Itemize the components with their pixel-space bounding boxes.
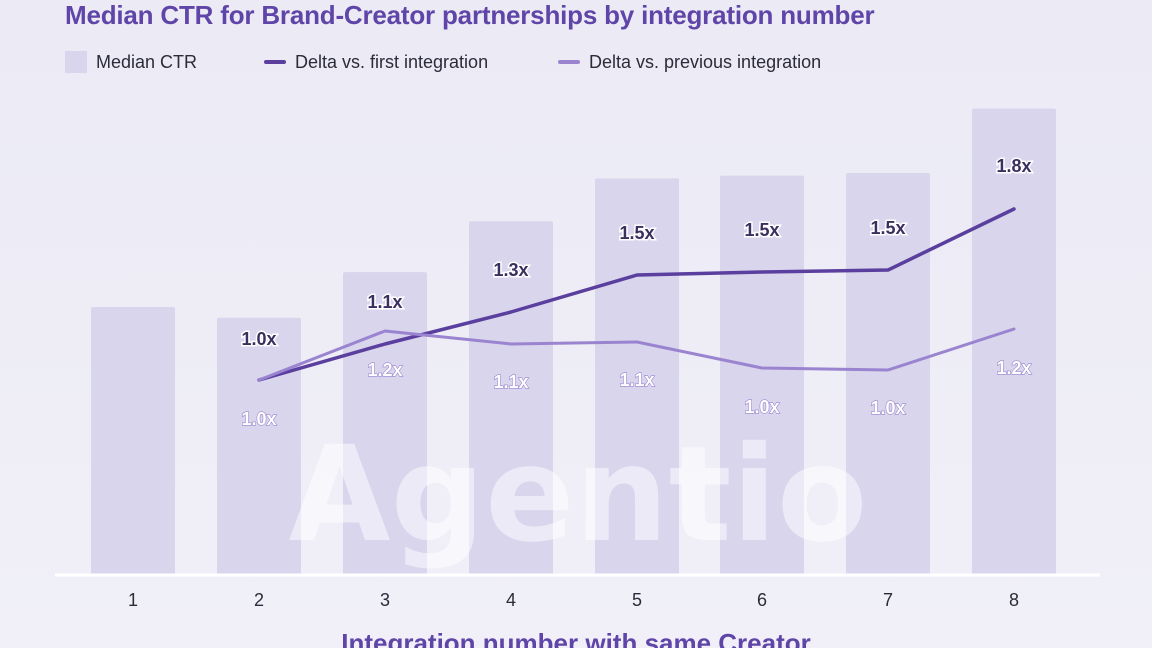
data-label: 1.1x — [619, 370, 654, 390]
line-delta-previous — [257, 327, 1016, 382]
x-tick-label: 5 — [632, 590, 642, 610]
chart-title: Median CTR for Brand-Creator partnership… — [65, 0, 875, 30]
bar-median-ctr-4 — [469, 221, 553, 576]
data-label: 1.0x — [744, 397, 779, 417]
data-label: 1.0x — [241, 329, 276, 349]
bar-median-ctr-3 — [343, 272, 427, 575]
data-label: 1.0x — [870, 398, 905, 418]
data-label: 1.0x — [241, 409, 276, 429]
x-tick-label: 1 — [128, 590, 138, 610]
data-label: 1.5x — [744, 220, 779, 240]
data-label: 1.3x — [493, 260, 528, 280]
bar-median-ctr-7 — [846, 173, 930, 575]
data-label: 1.1x — [367, 292, 402, 312]
bar-median-ctr-6 — [720, 175, 804, 575]
data-label: 1.2x — [996, 358, 1031, 378]
watermark-logo: Agentio — [288, 418, 867, 572]
x-tick-label: 4 — [506, 590, 516, 610]
line-delta-first — [257, 207, 1016, 382]
legend-label: Delta vs. previous integration — [589, 52, 822, 72]
x-tick-label: 2 — [254, 590, 264, 610]
data-label: 1.1x — [493, 372, 528, 392]
data-label: 1.8x — [996, 156, 1031, 176]
x-axis-title: Integration number with same Creator — [341, 628, 811, 648]
legend-swatch-line — [558, 60, 580, 64]
bar-median-ctr-1 — [91, 307, 175, 575]
x-tick-label: 6 — [757, 590, 767, 610]
x-tick-label: 8 — [1009, 590, 1019, 610]
bar-median-ctr-5 — [595, 178, 679, 576]
data-label: 1.2x — [367, 360, 402, 380]
bar-median-ctr-2 — [217, 317, 301, 575]
x-tick-label: 3 — [380, 590, 390, 610]
legend-label: Delta vs. first integration — [295, 52, 489, 72]
data-label: 1.5x — [619, 223, 654, 243]
data-label: 1.5x — [870, 218, 905, 238]
bar-median-ctr-8 — [972, 108, 1056, 576]
x-tick-label: 7 — [883, 590, 893, 610]
legend-swatch-line — [264, 60, 286, 64]
legend-label: Median CTR — [96, 52, 198, 72]
legend-swatch-bar — [65, 51, 87, 73]
